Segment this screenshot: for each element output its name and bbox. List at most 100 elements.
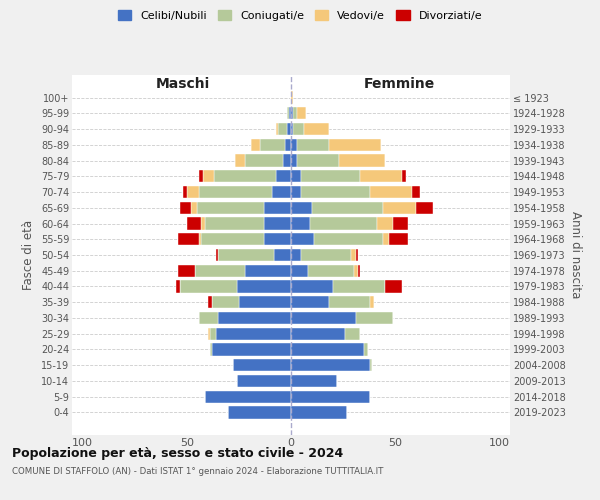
Bar [297, 154, 339, 166]
Bar [352, 249, 356, 261]
Bar [176, 280, 181, 292]
Bar [297, 138, 329, 151]
Bar [237, 375, 291, 387]
Bar [218, 312, 291, 324]
Bar [370, 359, 373, 372]
Bar [202, 233, 264, 245]
Bar [353, 264, 358, 277]
Bar [272, 186, 291, 198]
Bar [291, 249, 301, 261]
Bar [385, 280, 401, 292]
Bar [383, 202, 416, 214]
Bar [291, 154, 297, 166]
Bar [235, 154, 245, 166]
Bar [308, 264, 353, 277]
Bar [181, 280, 237, 292]
Bar [291, 186, 301, 198]
Bar [214, 170, 277, 182]
Bar [199, 312, 218, 324]
Bar [285, 138, 291, 151]
Bar [356, 249, 358, 261]
Bar [277, 170, 291, 182]
Bar [291, 390, 370, 403]
Bar [412, 186, 421, 198]
Bar [291, 312, 356, 324]
Bar [310, 218, 377, 230]
Bar [216, 249, 218, 261]
Text: Femmine: Femmine [364, 77, 435, 91]
Bar [264, 233, 291, 245]
Bar [187, 218, 202, 230]
Bar [187, 186, 199, 198]
Bar [329, 138, 380, 151]
Bar [291, 344, 364, 355]
Text: COMUNE DI STAFFOLO (AN) - Dati ISTAT 1° gennaio 2024 - Elaborazione TUTTITALIA.I: COMUNE DI STAFFOLO (AN) - Dati ISTAT 1° … [12, 468, 383, 476]
Bar [293, 123, 304, 135]
Bar [360, 170, 401, 182]
Bar [208, 296, 212, 308]
Y-axis label: Anni di nascita: Anni di nascita [569, 212, 583, 298]
Bar [274, 249, 291, 261]
Bar [289, 107, 291, 120]
Bar [245, 154, 283, 166]
Bar [205, 390, 291, 403]
Bar [216, 328, 291, 340]
Bar [333, 280, 385, 292]
Bar [178, 233, 199, 245]
Bar [291, 233, 314, 245]
Bar [251, 138, 260, 151]
Bar [287, 123, 291, 135]
Bar [291, 328, 345, 340]
Bar [218, 249, 274, 261]
Bar [291, 406, 347, 418]
Bar [358, 264, 360, 277]
Bar [291, 123, 293, 135]
Bar [291, 359, 370, 372]
Legend: Celibi/Nubili, Coniugati/e, Vedovi/e, Divorziati/e: Celibi/Nubili, Coniugati/e, Vedovi/e, Di… [113, 6, 487, 25]
Bar [291, 218, 310, 230]
Bar [283, 154, 291, 166]
Bar [233, 359, 291, 372]
Bar [229, 406, 291, 418]
Bar [203, 170, 214, 182]
Bar [264, 202, 291, 214]
Bar [209, 328, 216, 340]
Bar [291, 138, 297, 151]
Bar [278, 123, 287, 135]
Bar [182, 186, 187, 198]
Bar [291, 296, 329, 308]
Bar [393, 218, 408, 230]
Bar [209, 344, 212, 355]
Bar [277, 123, 278, 135]
Bar [208, 328, 209, 340]
Bar [416, 202, 433, 214]
Bar [178, 264, 195, 277]
Bar [191, 202, 197, 214]
Bar [339, 154, 385, 166]
Bar [260, 138, 285, 151]
Bar [301, 249, 352, 261]
Bar [301, 186, 370, 198]
Bar [237, 280, 291, 292]
Bar [345, 328, 360, 340]
Bar [212, 344, 291, 355]
Bar [370, 186, 412, 198]
Bar [291, 264, 308, 277]
Bar [291, 280, 333, 292]
Bar [199, 170, 203, 182]
Bar [377, 218, 393, 230]
Bar [356, 312, 393, 324]
Bar [212, 296, 239, 308]
Y-axis label: Fasce di età: Fasce di età [22, 220, 35, 290]
Bar [245, 264, 291, 277]
Bar [389, 233, 408, 245]
Bar [197, 202, 264, 214]
Bar [383, 233, 389, 245]
Bar [291, 375, 337, 387]
Bar [287, 107, 289, 120]
Bar [199, 233, 202, 245]
Bar [301, 170, 360, 182]
Bar [202, 218, 205, 230]
Bar [291, 170, 301, 182]
Text: Maschi: Maschi [155, 77, 209, 91]
